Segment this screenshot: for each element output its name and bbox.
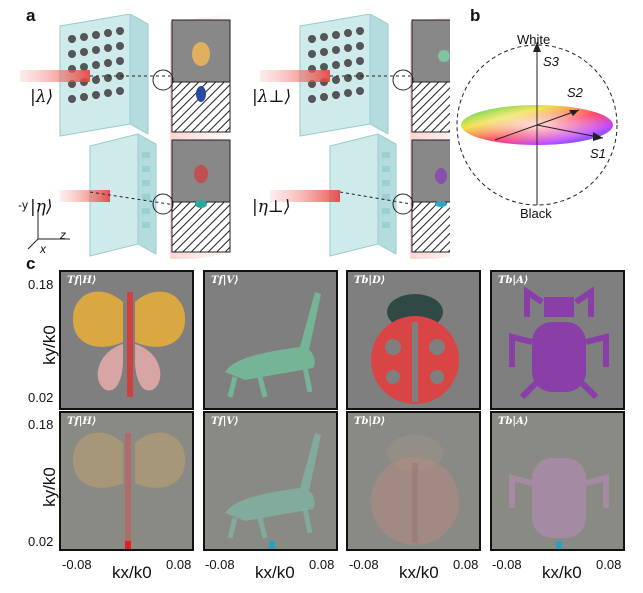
panel-label-a: a xyxy=(26,6,36,25)
metasurface-block-1 xyxy=(20,14,180,137)
axis-z-label: z xyxy=(60,228,66,242)
xtick-left-3: -0.08 xyxy=(349,557,379,572)
panel-title: Tf|V⟩ xyxy=(211,416,239,427)
xtick-right-1: 0.08 xyxy=(166,557,192,572)
axis-y-label: -y xyxy=(18,198,28,212)
screen-1 xyxy=(152,14,232,142)
metasurface-schematic xyxy=(20,14,450,259)
s1-label: S1 xyxy=(590,146,606,161)
xtick-right-2: 0.08 xyxy=(309,557,335,572)
panel-label-c: c xyxy=(26,254,36,273)
ytick-top-row1: 0.18 xyxy=(28,277,54,292)
panel-title: Tb|D⟩ xyxy=(354,275,386,286)
xtick-right-4: 0.08 xyxy=(596,557,622,572)
ytick-bottom-row1: 0.02 xyxy=(28,390,54,405)
panel-c-butterfly-top: Tf|H⟩ xyxy=(59,270,194,410)
metasurface-block-2 xyxy=(260,14,450,142)
s3-label: S3 xyxy=(543,54,559,69)
panel-c-beetle-bottom: Tb|A⟩ xyxy=(490,411,625,551)
xlabel-4: kx/k0 xyxy=(542,563,582,582)
ytick-bottom-row2: 0.02 xyxy=(28,534,54,549)
ket-lambda-perp: |λ⊥⟩ xyxy=(252,87,292,107)
poincare-sphere xyxy=(456,42,618,206)
ket-eta: |η⟩ xyxy=(30,197,53,217)
xtick-left-4: -0.08 xyxy=(492,557,522,572)
panel-c-beetle-top: Tb|A⟩ xyxy=(490,270,625,410)
xlabel-1: kx/k0 xyxy=(112,563,152,582)
ytick-top-row2: 0.18 xyxy=(28,417,54,432)
xlabel-2: kx/k0 xyxy=(255,563,295,582)
xtick-left-2: -0.08 xyxy=(205,557,235,572)
xlabel-3: kx/k0 xyxy=(399,563,439,582)
coordinate-axes xyxy=(27,209,70,250)
xtick-right-3: 0.08 xyxy=(453,557,479,572)
sphere-black-label: Black xyxy=(520,206,552,221)
panel-title: Tf|V⟩ xyxy=(211,275,239,286)
ylabel-row1: ky/k0 xyxy=(40,325,59,365)
xtick-left-1: -0.08 xyxy=(62,557,92,572)
ylabel-row2: ky/k0 xyxy=(40,467,59,507)
panel-title: Tb|A⟩ xyxy=(498,275,529,286)
panel-c-butterfly-bottom: Tf|H⟩ xyxy=(59,411,194,551)
panel-c-ladybug-bottom: Tb|D⟩ xyxy=(346,411,481,551)
panel-title: Tb|D⟩ xyxy=(354,416,386,427)
panel-c-ladybug-top: Tb|D⟩ xyxy=(346,270,481,410)
metasurface-block-3 xyxy=(60,133,232,259)
sphere-white-label: White xyxy=(517,32,551,47)
panel-title: Tb|A⟩ xyxy=(498,416,529,427)
ket-eta-perp: |η⊥⟩ xyxy=(252,197,291,217)
metasurface-block-4 xyxy=(270,133,450,259)
ket-lambda: |λ⟩ xyxy=(30,87,54,107)
axis-x-label: x xyxy=(40,242,46,256)
panel-title: Tf|H⟩ xyxy=(67,275,97,286)
s2-label: S2 xyxy=(567,85,583,100)
panel-label-b: b xyxy=(470,6,481,25)
panel-c-grasshopper-top: Tf|V⟩ xyxy=(203,270,338,410)
panel-title: Tf|H⟩ xyxy=(67,416,97,427)
panel-c-grasshopper-bottom: Tf|V⟩ xyxy=(203,411,338,551)
